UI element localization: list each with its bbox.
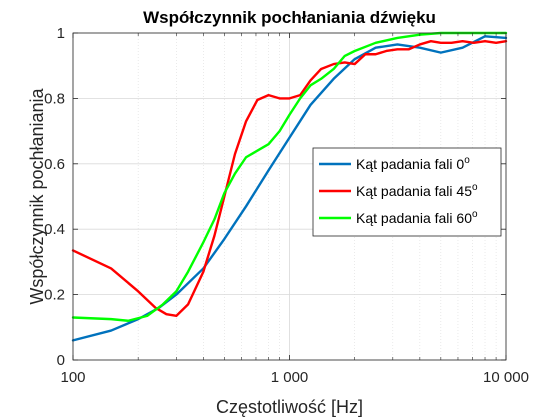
legend-label-2: Kąt padania fali 60o — [356, 209, 478, 226]
tick-labels: 100 1 000 10 000 0 0.2 0.4 0.6 0.8 1 — [44, 25, 529, 386]
axes — [72, 32, 507, 361]
series-line-1 — [71, 39, 508, 318]
legend-label-text-2: Kąt padania fali 60 — [356, 210, 472, 226]
x-axis-title: Częstotliwość [Hz] — [216, 397, 363, 417]
legend-label-0: Kąt padania fali 0o — [356, 155, 470, 172]
legend-label-degree-2: o — [472, 209, 478, 220]
y-tick-label: 0 — [57, 352, 65, 369]
series-line-2 — [71, 31, 508, 322]
x-tick-label: 1 000 — [271, 369, 309, 386]
legend-label-1: Kąt padania fali 45o — [356, 182, 478, 199]
y-tick-label: 0.4 — [44, 221, 65, 238]
x-tick-label: 100 — [60, 369, 85, 386]
y-tick-label: 0.6 — [44, 156, 65, 173]
legend-label-text-1: Kąt padania fali 45 — [356, 183, 472, 199]
y-tick-label: 0.8 — [44, 90, 65, 107]
series-group — [71, 31, 508, 342]
legend-label-text-0: Kąt padania fali 0 — [356, 156, 464, 172]
legend-label-degree-0: o — [464, 155, 470, 166]
legend-label-degree-1: o — [472, 182, 478, 193]
y-axis-title: Współczynnik pochłaniania — [27, 87, 47, 304]
y-tick-label: 1 — [57, 25, 65, 42]
chart-title: Współczynnik pochłaniania dźwięku — [143, 8, 436, 27]
x-tick-label: 10 000 — [483, 369, 529, 386]
y-tick-label: 0.2 — [44, 287, 65, 304]
